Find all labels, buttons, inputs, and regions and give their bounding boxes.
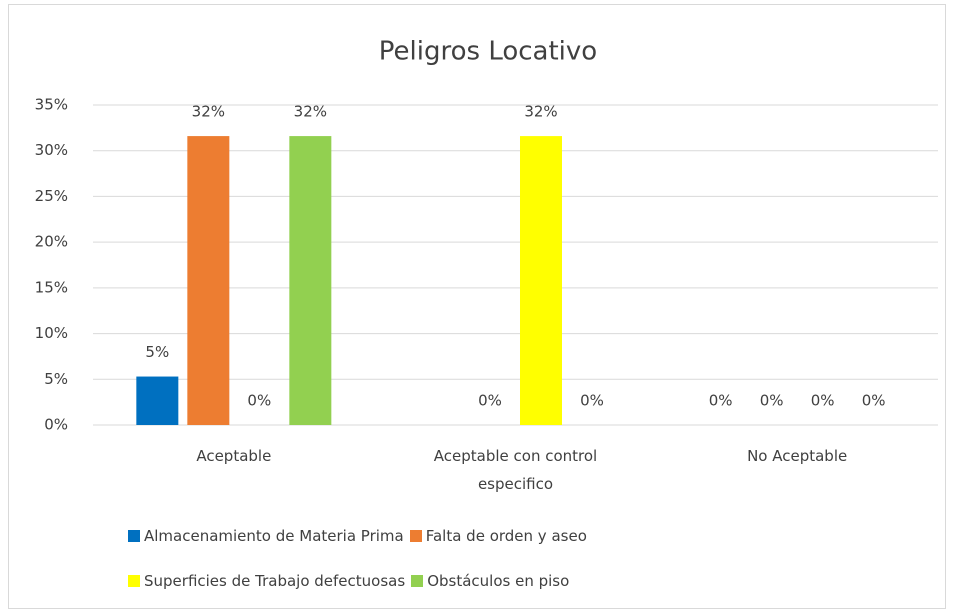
legend-swatch <box>128 575 140 587</box>
bar <box>289 136 332 426</box>
legend-label: Almacenamiento de Materia Prima <box>144 527 404 545</box>
data-label: 0% <box>478 392 502 410</box>
legend-swatch <box>409 530 422 542</box>
legend-label: Falta de orden y aseo <box>425 527 587 545</box>
y-tick-label: 15% <box>35 278 68 296</box>
legend-label: Superficies de Trabajo defectuosas <box>144 572 406 590</box>
y-tick-label: 0% <box>44 416 68 434</box>
legend-swatch <box>411 575 424 587</box>
bar <box>187 136 230 426</box>
legend-item: Falta de orden y aseo <box>409 527 587 545</box>
y-tick-label: 35% <box>35 96 68 114</box>
legend-item: Obstáculos en piso <box>411 572 569 590</box>
data-label: 32% <box>192 103 225 121</box>
data-label: 0% <box>811 392 835 410</box>
legend: Superficies de Trabajo defectuosas Obstác… <box>128 572 575 590</box>
data-label: 0% <box>709 392 733 410</box>
y-tick-label: 20% <box>35 233 68 251</box>
y-tick-label: 25% <box>35 187 68 205</box>
data-label: 0% <box>580 392 604 410</box>
data-label: 32% <box>294 103 327 121</box>
x-tick-label: Aceptable con control especifico <box>433 447 598 493</box>
chart-title: Peligros Locativo <box>379 37 597 67</box>
data-label: 0% <box>862 392 886 410</box>
legend: Almacenamiento de Materia Prima Falta de … <box>128 527 593 545</box>
y-tick-label: 5% <box>44 370 68 388</box>
x-tick-label: No Aceptable <box>747 447 848 465</box>
data-label: 0% <box>247 392 271 410</box>
legend-swatch <box>128 530 140 542</box>
bar <box>520 136 562 426</box>
bar <box>136 376 179 425</box>
legend-label: Obstáculos en piso <box>427 572 570 590</box>
data-label: 32% <box>524 103 557 121</box>
x-tick-label: Aceptable <box>196 447 272 465</box>
legend-item: Superficies de Trabajo defectuosas <box>128 572 405 590</box>
chart-border <box>8 4 946 609</box>
y-tick-label: 30% <box>35 141 68 159</box>
y-tick-label: 10% <box>35 324 68 342</box>
data-label: 5% <box>145 343 169 361</box>
legend-item: Almacenamiento de Materia Prima <box>128 527 404 545</box>
data-label: 0% <box>760 392 784 410</box>
